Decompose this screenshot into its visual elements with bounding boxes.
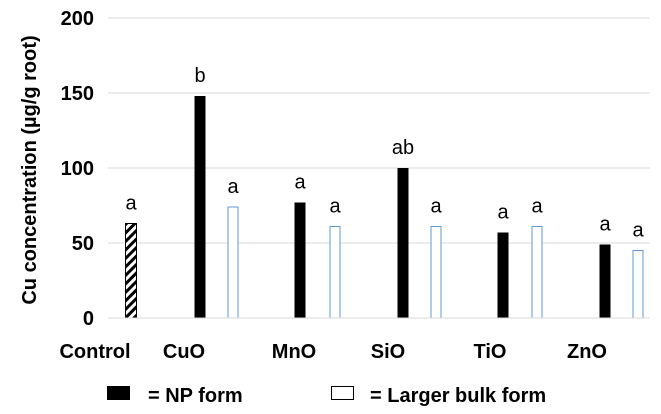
bar-mno-bulk <box>329 226 341 319</box>
legend-swatch-bulk <box>331 386 354 400</box>
y-tick-label: 100 <box>61 158 94 180</box>
y-tick-label: 200 <box>61 8 94 30</box>
bar-zno-np <box>599 244 611 318</box>
data-label: a <box>599 214 611 236</box>
grid-layer <box>108 17 650 244</box>
bar-cuo-bulk <box>227 206 239 319</box>
data-label: a <box>497 202 509 224</box>
x-tick-label: MnO <box>272 341 316 363</box>
bar-layer <box>125 96 644 319</box>
y-tick-label: 50 <box>72 233 94 255</box>
x-tick-label: ZnO <box>567 341 607 363</box>
y-tick-label: 150 <box>61 83 94 105</box>
x-tick-label: SiO <box>371 341 405 363</box>
bar-tio-bulk <box>531 226 543 319</box>
x-tick-label: Control <box>59 341 130 363</box>
bar-mno-np <box>294 202 306 318</box>
bar-sio-np <box>397 168 409 318</box>
legend-label-bulk: = Larger bulk form <box>370 385 546 407</box>
bar-zno-bulk <box>632 250 644 319</box>
axis-layer: 0 50 100 150 200 Control CuO MnO SiO TiO ZnO <box>59 8 650 363</box>
y-axis-title: Cu concentration (µg/g root) <box>19 35 41 304</box>
legend-swatch-np <box>107 386 130 400</box>
legend: = NP form = Larger bulk form <box>107 385 546 407</box>
data-label: a <box>125 193 137 215</box>
bar-control-control <box>125 223 137 319</box>
data-label: a <box>294 172 306 194</box>
data-label: a <box>430 196 442 218</box>
data-label: a <box>329 196 341 218</box>
y-tick-label: 0 <box>83 308 94 330</box>
data-label: ab <box>392 137 414 159</box>
bar-cuo-np <box>194 96 206 318</box>
data-label: b <box>194 65 205 87</box>
data-label: a <box>632 220 644 242</box>
x-tick-label: CuO <box>163 341 205 363</box>
data-label: a <box>531 196 543 218</box>
bar-sio-bulk <box>430 226 442 319</box>
data-label: a <box>227 176 239 198</box>
legend-label-np: = NP form <box>148 385 243 407</box>
x-tick-label: TiO <box>474 341 507 363</box>
bar-tio-np <box>497 232 509 318</box>
